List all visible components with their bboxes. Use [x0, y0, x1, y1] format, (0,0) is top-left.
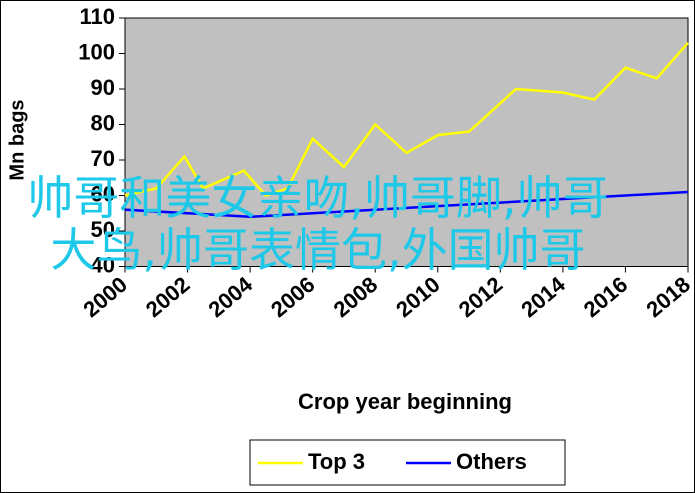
y-tick-label: 80 [91, 110, 115, 135]
series-line [124, 42, 689, 197]
plot-area [124, 17, 689, 267]
overlay-text: 帅哥和美女亲吻,帅哥脚,帅哥大鸟,帅哥表情包,外国帅哥 [27, 171, 609, 277]
y-tick-label: 100 [78, 39, 115, 64]
legend-label: Top 3 [308, 449, 365, 474]
y-tick-label: 50 [91, 217, 115, 242]
y-tick-label: 70 [91, 146, 115, 171]
legend-label: Others [456, 449, 527, 474]
y-tick-label: 110 [80, 4, 116, 29]
y-tick-label: 90 [91, 75, 115, 100]
y-tick-label: 60 [91, 181, 115, 206]
x-axis-label: Crop year beginning [298, 389, 512, 414]
series-line [124, 190, 689, 219]
y-axis-label: Mn bags [6, 99, 28, 180]
y-tick-label: 40 [91, 252, 115, 277]
